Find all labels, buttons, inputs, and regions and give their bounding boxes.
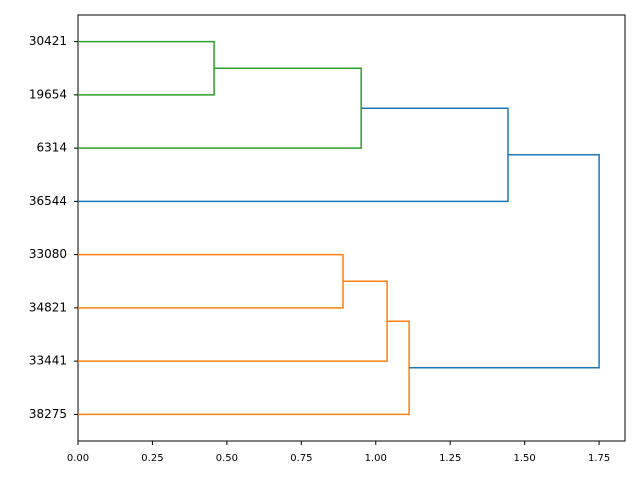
link bbox=[78, 107, 509, 203]
leaf-label: 33441 bbox=[29, 354, 67, 368]
link bbox=[409, 154, 600, 369]
leaf-label: 19654 bbox=[29, 87, 67, 101]
x-tick-label: 1.75 bbox=[588, 453, 610, 464]
link bbox=[78, 320, 410, 416]
leaf-label: 6314 bbox=[36, 141, 67, 155]
leaf-label: 30421 bbox=[29, 34, 67, 48]
leaf-label: 33080 bbox=[29, 247, 67, 261]
x-tick-label: 0.75 bbox=[290, 453, 312, 464]
link bbox=[78, 67, 362, 149]
x-tick-label: 1.00 bbox=[365, 453, 387, 464]
x-tick-label: 1.25 bbox=[439, 453, 461, 464]
plot-frame bbox=[77, 14, 626, 442]
x-tick-label: 0.00 bbox=[67, 453, 89, 464]
leaf-label: 38275 bbox=[29, 407, 67, 421]
link bbox=[78, 40, 215, 96]
x-tick-label: 1.50 bbox=[514, 453, 536, 464]
leaf-label: 34821 bbox=[29, 300, 67, 314]
x-tick-label: 0.50 bbox=[216, 453, 238, 464]
x-tick-label: 0.25 bbox=[141, 453, 163, 464]
link bbox=[78, 280, 388, 362]
link bbox=[78, 253, 344, 309]
leaf-label: 36544 bbox=[29, 194, 67, 208]
